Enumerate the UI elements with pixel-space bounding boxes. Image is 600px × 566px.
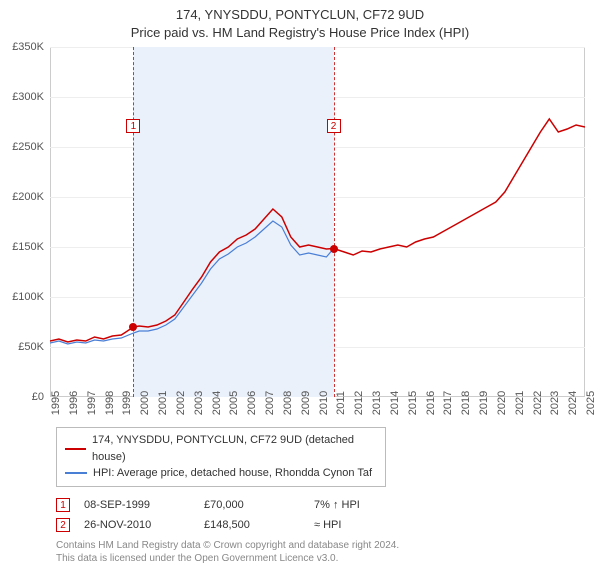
legend-label: HPI: Average price, detached house, Rhon…: [93, 465, 372, 482]
chart-area: 12 £0£50K£100K£150K£200K£250K£300K£350K …: [50, 47, 585, 397]
series-hpi: [50, 221, 334, 344]
x-tick-label: 1998: [104, 391, 116, 415]
x-tick-label: 2010: [318, 391, 330, 415]
x-tick-label: 2009: [300, 391, 312, 415]
y-tick-label: £150K: [0, 241, 44, 253]
x-tick-label: 2025: [585, 391, 597, 415]
sale-price: £70,000: [204, 499, 314, 511]
legend-swatch: [65, 472, 87, 474]
sale-marker-ref: 1: [56, 498, 70, 512]
x-tick-label: 2006: [246, 391, 258, 415]
x-tick-label: 2018: [460, 391, 472, 415]
x-tick-label: 2023: [549, 391, 561, 415]
x-tick-label: 2015: [407, 391, 419, 415]
sale-rel-hpi: 7% ↑ HPI: [314, 499, 414, 511]
sale-date: 08-SEP-1999: [84, 499, 204, 511]
x-tick-label: 1996: [68, 391, 80, 415]
x-tick-label: 2021: [514, 391, 526, 415]
legend: 174, YNYSDDU, PONTYCLUN, CF72 9UD (detac…: [56, 427, 386, 487]
x-tick-label: 2003: [193, 391, 205, 415]
title-line-2: Price paid vs. HM Land Registry's House …: [0, 24, 600, 42]
x-tick-label: 2011: [335, 391, 347, 415]
sales-row: 1 08-SEP-1999£70,0007% ↑ HPI: [56, 495, 600, 515]
x-tick-label: 2012: [353, 391, 365, 415]
x-tick-label: 2008: [282, 391, 294, 415]
sales-row: 2 26-NOV-2010£148,500≈ HPI: [56, 515, 600, 535]
y-tick-label: £350K: [0, 41, 44, 53]
x-tick-label: 2005: [228, 391, 240, 415]
footer-line-2: This data is licensed under the Open Gov…: [56, 552, 600, 565]
x-tick-label: 2017: [442, 391, 454, 415]
x-tick-label: 2020: [496, 391, 508, 415]
y-tick-label: £50K: [0, 341, 44, 353]
legend-label: 174, YNYSDDU, PONTYCLUN, CF72 9UD (detac…: [92, 432, 377, 465]
title-line-1: 174, YNYSDDU, PONTYCLUN, CF72 9UD: [0, 6, 600, 24]
y-tick-label: £0: [0, 391, 44, 403]
footer-line-1: Contains HM Land Registry data © Crown c…: [56, 539, 600, 552]
x-tick-label: 2001: [157, 391, 169, 415]
footer: Contains HM Land Registry data © Crown c…: [56, 539, 600, 565]
legend-item: 174, YNYSDDU, PONTYCLUN, CF72 9UD (detac…: [65, 432, 377, 465]
x-tick-label: 1995: [50, 391, 62, 415]
series-price_paid: [50, 119, 585, 342]
sale-price: £148,500: [204, 519, 314, 531]
legend-item: HPI: Average price, detached house, Rhon…: [65, 465, 377, 482]
chart-title: 174, YNYSDDU, PONTYCLUN, CF72 9UD Price …: [0, 6, 600, 41]
sale-dot: [330, 245, 338, 253]
series-svg: [50, 47, 585, 397]
legend-swatch: [65, 448, 86, 450]
x-tick-label: 2002: [175, 391, 187, 415]
x-tick-label: 2004: [211, 391, 223, 415]
x-tick-label: 2000: [139, 391, 151, 415]
sale-marker: 1: [126, 119, 140, 133]
y-tick-label: £200K: [0, 191, 44, 203]
sale-dot: [129, 323, 137, 331]
sale-marker-ref: 2: [56, 518, 70, 532]
y-tick-label: £100K: [0, 291, 44, 303]
x-tick-label: 1997: [86, 391, 98, 415]
x-tick-label: 1999: [121, 391, 133, 415]
sale-rel-hpi: ≈ HPI: [314, 519, 414, 531]
x-tick-label: 2016: [425, 391, 437, 415]
x-tick-label: 2007: [264, 391, 276, 415]
sales-table: 1 08-SEP-1999£70,0007% ↑ HPI 2 26-NOV-2010£…: [56, 495, 600, 535]
sale-marker: 2: [327, 119, 341, 133]
x-tick-label: 2014: [389, 391, 401, 415]
y-tick-label: £250K: [0, 141, 44, 153]
x-tick-label: 2019: [478, 391, 490, 415]
y-tick-label: £300K: [0, 91, 44, 103]
x-tick-label: 2013: [371, 391, 383, 415]
sale-date: 26-NOV-2010: [84, 519, 204, 531]
x-tick-label: 2022: [532, 391, 544, 415]
x-tick-label: 2024: [567, 391, 579, 415]
